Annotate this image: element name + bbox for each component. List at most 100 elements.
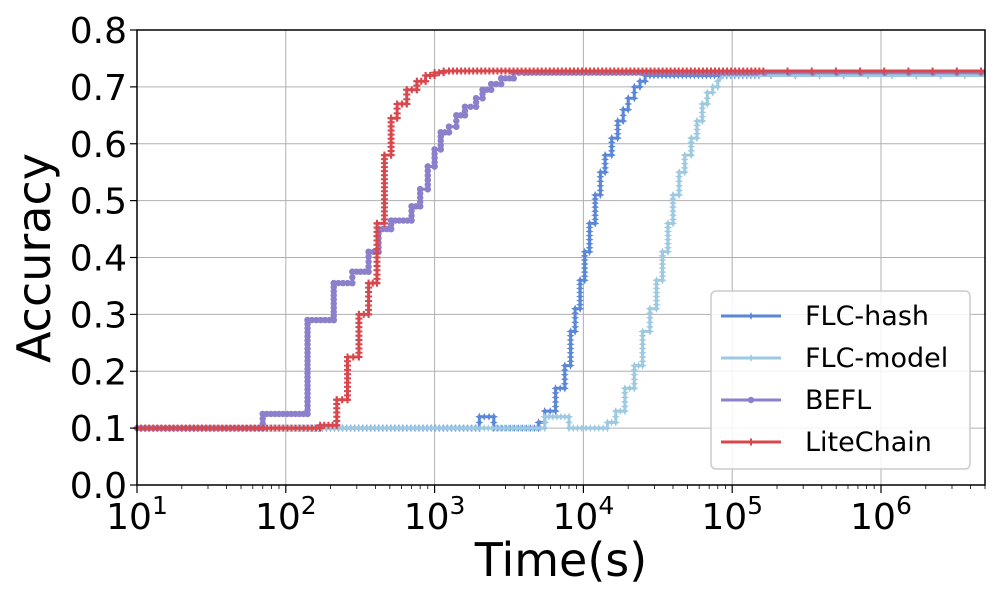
data-point-marker [856, 67, 864, 75]
data-point-marker [453, 123, 460, 130]
data-point-marker [630, 375, 639, 384]
data-point-marker [536, 424, 545, 433]
x-tick-base: 10 [850, 497, 896, 538]
data-point-marker [365, 253, 372, 260]
data-point-marker [692, 134, 701, 143]
data-point-marker [625, 384, 634, 393]
data-point-marker [652, 280, 661, 289]
data-point-marker [713, 77, 722, 86]
data-point-marker [365, 263, 372, 270]
data-point-marker [573, 424, 582, 433]
data-point-marker [566, 331, 575, 340]
data-point-marker [540, 407, 549, 416]
data-point-marker [338, 424, 347, 433]
data-point-marker [645, 71, 654, 80]
data-point-marker [607, 151, 616, 160]
data-point-marker [607, 146, 616, 155]
data-point-marker [603, 418, 612, 427]
data-point-marker [692, 125, 701, 134]
data-point-marker [658, 276, 667, 285]
x-tick-exponent: 1 [152, 491, 168, 520]
data-point-marker [630, 361, 639, 370]
data-point-marker [379, 424, 388, 433]
data-point-marker [560, 384, 569, 393]
data-point-marker [576, 296, 585, 305]
data-point-marker [698, 108, 707, 117]
data-point-marker [571, 313, 580, 322]
data-point-marker [675, 172, 684, 181]
data-point-marker [408, 217, 415, 224]
data-point-marker [580, 272, 589, 281]
data-point-marker [690, 71, 699, 80]
data-point-marker [395, 424, 404, 433]
data-point-marker [416, 186, 424, 193]
data-point-marker [596, 190, 605, 199]
data-point-marker [445, 123, 453, 130]
data-point-marker [702, 71, 711, 80]
data-point-marker [611, 412, 620, 421]
data-point-marker [424, 163, 431, 170]
data-point-marker [591, 207, 600, 216]
data-point-marker [415, 424, 424, 433]
data-point-marker [580, 251, 589, 260]
data-point-marker [654, 71, 663, 80]
data-point-marker [586, 424, 595, 433]
data-point-marker [355, 424, 364, 433]
data-point-marker [566, 327, 575, 336]
data-point-marker [487, 86, 495, 93]
data-point-marker [619, 117, 628, 125]
data-point-marker [564, 412, 573, 421]
data-point-marker [524, 424, 533, 433]
data-point-marker [330, 424, 339, 433]
data-point-marker [613, 125, 622, 134]
data-point-marker [585, 243, 594, 252]
data-point-marker [590, 424, 599, 433]
data-point-marker [407, 424, 416, 433]
data-point-marker [619, 105, 628, 114]
data-point-marker [472, 95, 480, 102]
data-point-marker [698, 99, 707, 108]
y-tick-label: 0.6 [70, 125, 127, 166]
data-point-marker [680, 151, 689, 160]
data-point-marker [638, 327, 647, 336]
legend: FLC-hash FLC-model BEFL LiteChain [710, 290, 971, 470]
x-tick-base: 10 [404, 497, 450, 538]
data-point-marker [591, 215, 600, 224]
data-point-marker [476, 424, 485, 433]
data-point-marker [638, 340, 647, 349]
data-point-marker [698, 71, 707, 80]
data-point-marker [658, 264, 667, 273]
data-point-marker [791, 71, 800, 80]
data-point-marker [624, 99, 633, 108]
data-point-marker [680, 155, 689, 164]
data-point-marker [591, 211, 600, 220]
data-point-marker [551, 384, 560, 393]
data-point-marker [591, 219, 600, 228]
data-point-marker [424, 172, 431, 179]
data-point-marker [620, 397, 629, 406]
data-point-marker [564, 424, 573, 433]
data-point-marker [391, 424, 400, 433]
data-point-marker [596, 177, 605, 186]
data-point-marker [675, 190, 684, 199]
data-point-marker [419, 424, 428, 433]
data-point-marker [399, 424, 408, 433]
data-point-marker [560, 370, 569, 379]
data-point-marker [460, 424, 469, 433]
x-tick-exponent: 2 [301, 491, 317, 520]
data-point-marker [663, 227, 672, 236]
data-point-marker [571, 322, 580, 331]
data-point-marker [607, 142, 616, 151]
data-point-marker [259, 420, 266, 427]
data-point-marker [638, 335, 647, 344]
data-point-marker [556, 412, 565, 421]
data-point-marker [888, 71, 897, 80]
legend-item-flc-hash: FLC-hash [721, 301, 929, 332]
data-point-marker [977, 67, 985, 75]
data-point-marker [692, 117, 701, 125]
data-point-marker [601, 159, 610, 168]
data-point-marker [663, 243, 672, 252]
data-point-marker [652, 276, 661, 285]
data-point-marker [904, 67, 912, 75]
data-point-marker [512, 424, 521, 433]
